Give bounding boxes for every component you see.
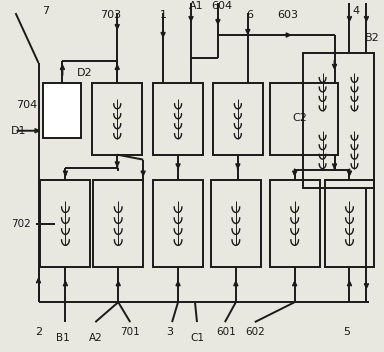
- Text: B1: B1: [56, 333, 69, 343]
- Text: 703: 703: [100, 10, 121, 20]
- Text: 603: 603: [277, 10, 298, 20]
- Text: 702: 702: [11, 219, 31, 230]
- Text: 602: 602: [245, 327, 265, 337]
- Text: A2: A2: [88, 333, 102, 343]
- Text: 5: 5: [343, 327, 350, 337]
- Bar: [324, 180, 374, 267]
- Text: 704: 704: [17, 100, 38, 110]
- Text: D2: D2: [76, 68, 92, 78]
- Bar: [92, 83, 142, 155]
- Text: 6: 6: [246, 10, 253, 20]
- Text: 701: 701: [120, 327, 140, 337]
- Bar: [270, 83, 338, 155]
- Bar: [93, 180, 143, 267]
- Bar: [43, 83, 81, 138]
- Bar: [270, 180, 319, 267]
- Bar: [303, 53, 374, 188]
- Text: A1: A1: [189, 1, 203, 11]
- Bar: [153, 83, 203, 155]
- Bar: [213, 83, 263, 155]
- Text: 3: 3: [167, 327, 174, 337]
- Text: 601: 601: [216, 327, 236, 337]
- Text: C1: C1: [190, 333, 204, 343]
- Text: C2: C2: [292, 113, 307, 123]
- Bar: [211, 180, 261, 267]
- Text: 604: 604: [211, 1, 232, 11]
- Text: 7: 7: [42, 6, 49, 16]
- Text: B2: B2: [365, 33, 380, 43]
- Bar: [153, 180, 203, 267]
- Text: 1: 1: [160, 10, 167, 20]
- Bar: [40, 180, 90, 267]
- Text: 4: 4: [353, 6, 360, 16]
- Text: 2: 2: [35, 327, 42, 337]
- Text: D1: D1: [11, 126, 26, 136]
